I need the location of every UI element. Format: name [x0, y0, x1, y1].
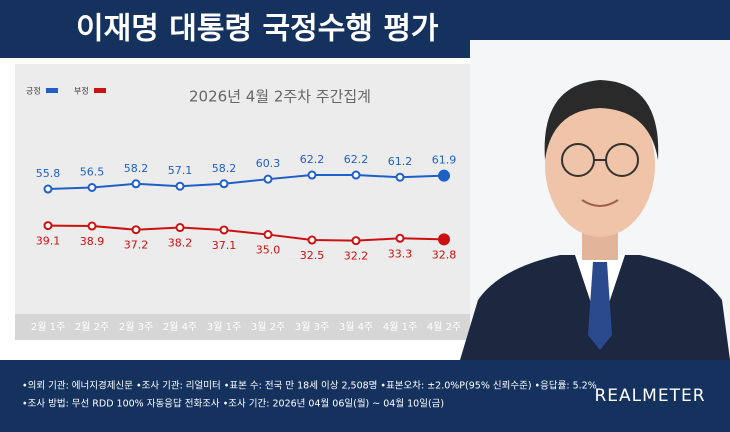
- data-label: 58.2: [212, 162, 237, 175]
- data-point: [219, 225, 229, 235]
- plot: 2월 1주 2월 2주 2월 3주 2월 4주 3월 1주 3월 2주 3월 3주 3월 4주…: [31, 153, 461, 333]
- footer-note: •의뢰 기관: 에너지경제신문 •조사 기관: 리얼미터 •표본 수: 전국 만…: [22, 380, 597, 392]
- data-label: 35.0: [256, 244, 281, 257]
- data-label: 58.2: [124, 162, 149, 175]
- data-label: 37.2: [124, 239, 149, 252]
- x-tick-label: 3월 4주: [339, 321, 373, 333]
- hair: [544, 80, 659, 160]
- data-point: [87, 183, 97, 193]
- series-line: [47, 174, 445, 191]
- series-line: [47, 224, 445, 242]
- x-tick-label: 2월 2주: [75, 321, 109, 333]
- data-label: 32.5: [300, 249, 325, 262]
- legend-swatch: [94, 88, 106, 93]
- data-point: [131, 179, 141, 189]
- data-point: [438, 169, 450, 182]
- footer-note: •조사 방법: 무선 RDD 100% 자동응답 전화조사 •조사 기간: 20…: [22, 398, 444, 410]
- x-tick-label: 4월 2주: [427, 321, 461, 333]
- data-point: [219, 179, 229, 189]
- legend-swatch: [46, 88, 58, 93]
- data-point: [43, 184, 53, 194]
- data-point: [87, 221, 97, 231]
- data-point: [307, 235, 317, 245]
- portrait: [460, 40, 730, 360]
- x-tick-label: 2월 3주: [119, 321, 153, 333]
- data-point: [351, 170, 361, 180]
- data-label: 33.3: [388, 247, 413, 260]
- tie: [588, 262, 612, 350]
- data-label: 61.2: [388, 155, 413, 168]
- data-label: 61.9: [432, 154, 457, 167]
- data-point: [307, 170, 317, 180]
- data-label: 56.5: [80, 166, 105, 179]
- data-point: [175, 181, 185, 191]
- x-tick-label: 4월 1주: [383, 321, 417, 333]
- data-label: 32.2: [344, 250, 369, 263]
- data-label: 39.1: [36, 235, 61, 248]
- face: [545, 93, 655, 237]
- data-label: 57.1: [168, 164, 193, 177]
- data-point: [438, 233, 450, 246]
- data-label: 38.2: [168, 237, 193, 250]
- legend: 긍정 부정: [26, 86, 106, 96]
- data-point: [395, 233, 405, 243]
- data-label: 60.3: [256, 157, 281, 170]
- brand: REALMETER: [595, 386, 706, 406]
- data-label: 38.9: [80, 235, 105, 248]
- data-point: [175, 223, 185, 233]
- data-point: [351, 236, 361, 246]
- legend-label: 긍정: [26, 86, 41, 96]
- x-tick-label: 2월 1주: [31, 321, 65, 333]
- data-point: [43, 221, 53, 231]
- subtitle: 2026년 4월 2주차 주간집계: [189, 88, 371, 106]
- footer-banner: [0, 360, 730, 432]
- x-tick-label: 3월 2주: [251, 321, 285, 333]
- data-label: 55.8: [36, 167, 61, 180]
- mouth: [581, 199, 619, 207]
- legend-label: 부정: [74, 86, 89, 96]
- data-point: [263, 174, 273, 184]
- chart-title: 이재명 대통령 국정수행 평가: [76, 12, 439, 47]
- data-point: [395, 172, 405, 182]
- x-tick-label: 2월 4주: [163, 321, 197, 333]
- x-tick-label: 3월 1주: [207, 321, 241, 333]
- data-label: 32.8: [432, 248, 457, 261]
- data-label: 37.1: [212, 239, 237, 252]
- x-tick-label: 3월 3주: [295, 321, 329, 333]
- data-point: [131, 225, 141, 235]
- data-point: [263, 230, 273, 240]
- data-label: 62.2: [300, 153, 325, 166]
- data-label: 62.2: [344, 153, 369, 166]
